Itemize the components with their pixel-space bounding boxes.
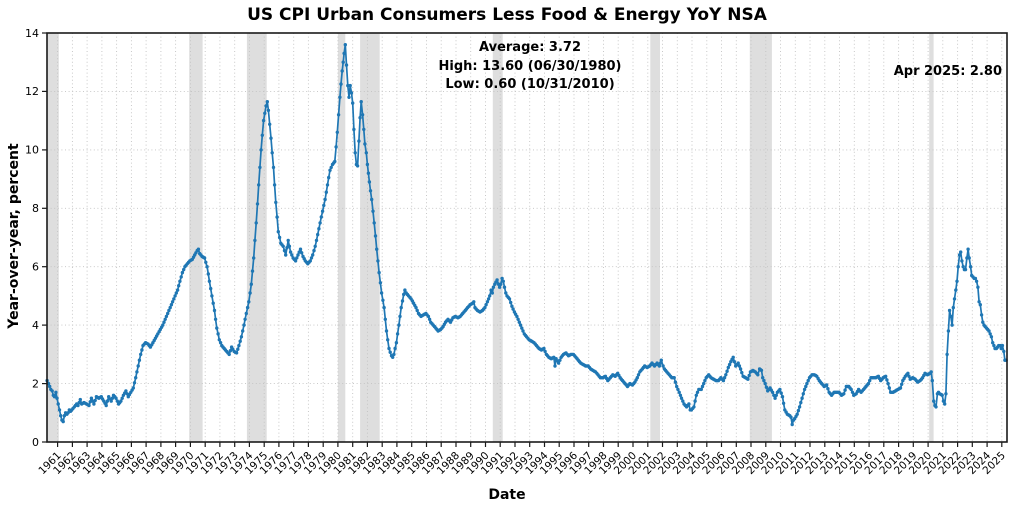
stats-low: Low: 0.60 (10/31/2010) <box>445 77 615 92</box>
y-tick-label: 4 <box>32 319 39 332</box>
recession-band <box>929 33 934 442</box>
x-axis-label: Date <box>488 487 526 503</box>
y-tick-label: 10 <box>25 144 39 157</box>
recession-band <box>46 33 59 442</box>
y-tick-label: 8 <box>32 202 39 215</box>
recession-band <box>492 33 503 442</box>
recession-band <box>749 33 772 442</box>
recession-band <box>337 33 346 442</box>
recession-band <box>189 33 203 442</box>
y-tick-label: 0 <box>32 436 39 449</box>
stats-average: Average: 3.72 <box>479 40 581 55</box>
chart-title: US CPI Urban Consumers Less Food & Energ… <box>247 5 767 25</box>
latest-value-annotation: Apr 2025: 2.80 <box>893 64 1002 79</box>
stats-annotation: Average: 3.72 High: 13.60 (06/30/1980) L… <box>330 39 730 95</box>
plot-border <box>46 32 1008 443</box>
y-axis-label: Year-over-year, percent <box>6 143 22 329</box>
recession-band <box>650 33 660 442</box>
stats-high: High: 13.60 (06/30/1980) <box>438 58 622 74</box>
cpi-markers <box>45 43 1008 427</box>
y-tick-label: 14 <box>25 27 39 40</box>
y-tick-label: 2 <box>32 377 39 390</box>
y-tick-label: 12 <box>25 85 39 98</box>
recession-band <box>246 33 267 442</box>
y-tick-label: 6 <box>32 261 39 274</box>
